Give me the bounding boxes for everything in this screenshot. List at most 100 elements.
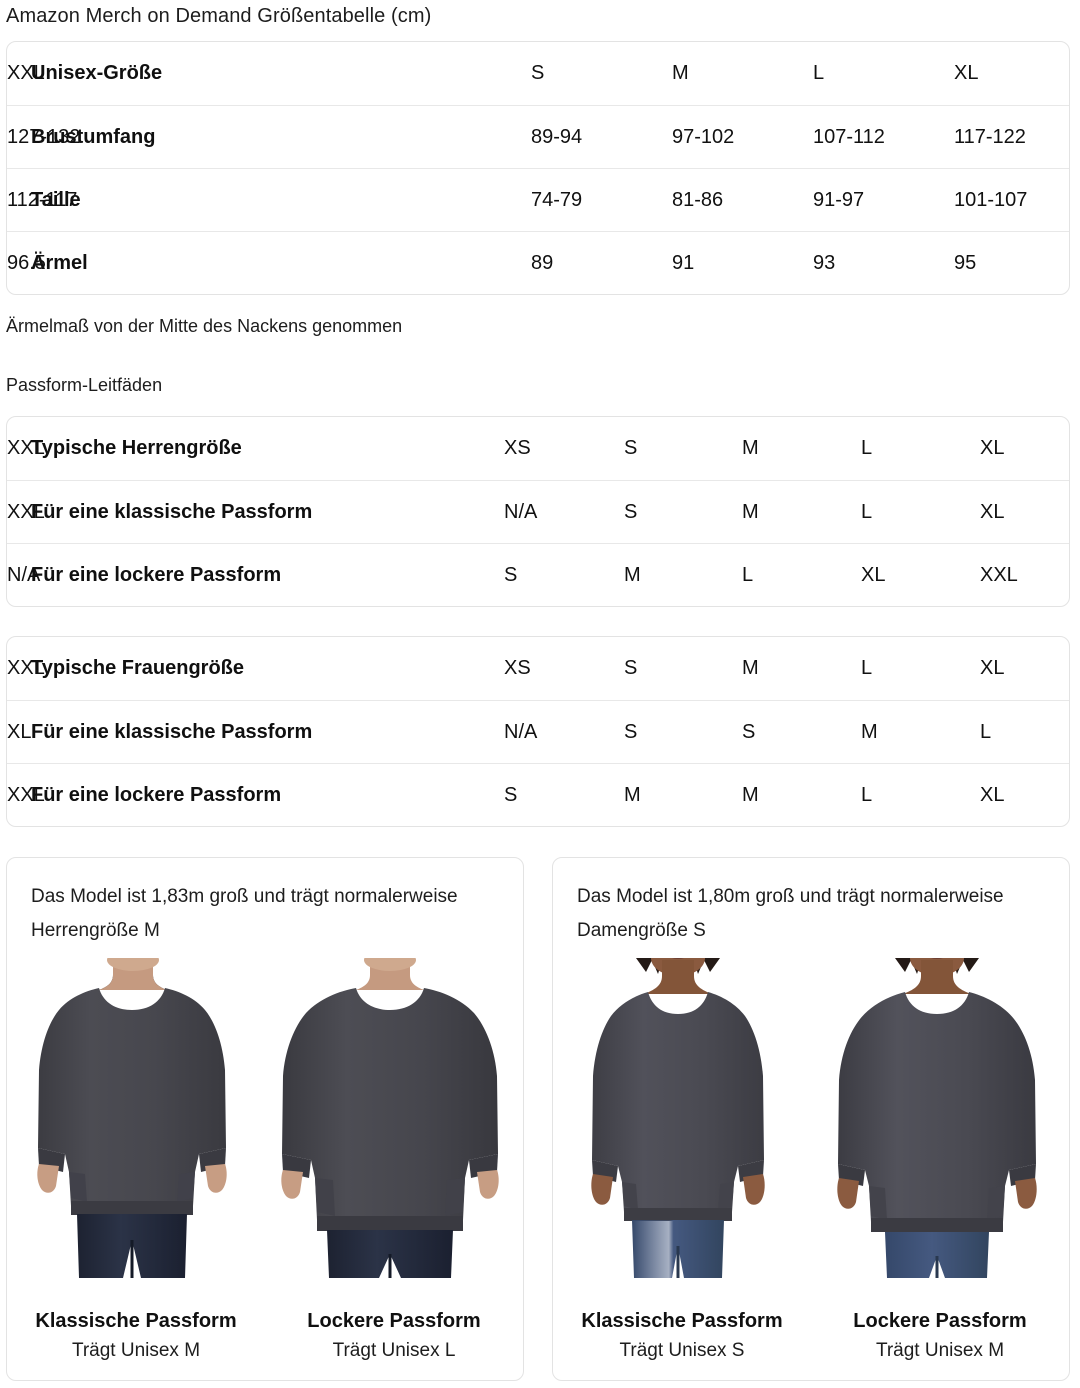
mens-loose-5: XXL bbox=[980, 563, 1018, 586]
row-label-chest: Brustumfang bbox=[31, 125, 156, 148]
table-header-row: Unisex-Größe S M L XL XXL bbox=[7, 42, 1069, 105]
womens-loose-1: S bbox=[504, 783, 518, 806]
womens-classic-5: L bbox=[980, 720, 992, 743]
womens-fit-captions: Klassische Passform Trägt Unisex S Locke… bbox=[553, 1306, 1069, 1366]
sleeve-xxl: 96.5 bbox=[7, 251, 46, 274]
womens-model-caption: Das Model ist 1,80m groß und trägt norma… bbox=[577, 886, 1004, 941]
table-row: Typische Frauengröße XS S M L XL XXL bbox=[7, 637, 1069, 700]
mens-classic-2: S bbox=[624, 500, 638, 523]
fit-title: Klassische Passform bbox=[581, 1310, 783, 1332]
mens-model-figures bbox=[7, 958, 523, 1278]
mens-typical-5: XL bbox=[980, 437, 1005, 459]
waist-m: 81-86 bbox=[672, 188, 724, 211]
womens-loose-4: L bbox=[861, 783, 873, 806]
womens-loose-5: XL bbox=[980, 783, 1005, 806]
womens-fit-guide-table: Typische Frauengröße XS S M L XL XXL Für… bbox=[6, 636, 1070, 827]
fit-title: Lockere Passform bbox=[307, 1310, 481, 1332]
column-header-xl: XL bbox=[954, 62, 979, 84]
table-row: Für eine lockere Passform S M M L XL XXL bbox=[7, 763, 1069, 826]
womens-loose-2: M bbox=[624, 783, 641, 806]
waist-l: 91-97 bbox=[813, 188, 865, 211]
chest-l: 107-112 bbox=[813, 125, 885, 148]
row-label-mens-loose-fit: Für eine lockere Passform bbox=[31, 563, 282, 586]
mens-typical-2: S bbox=[624, 437, 638, 459]
womens-loose-6: XXL bbox=[7, 783, 45, 806]
row-label-womens-classic-fit: Für eine klassische Passform bbox=[31, 720, 313, 743]
mens-loose-2: M bbox=[624, 563, 641, 586]
row-label-womens-loose-fit: Für eine lockere Passform bbox=[31, 783, 282, 806]
fit-subtitle: Trägt Unisex L bbox=[332, 1340, 456, 1361]
sleeve-xl: 95 bbox=[954, 251, 977, 274]
mens-classic-3: M bbox=[742, 500, 759, 523]
table-row: Ärmel 89 91 93 95 96.5 bbox=[7, 231, 1069, 294]
table-row: Für eine klassische Passform N/A S M L X… bbox=[7, 480, 1069, 543]
womens-typical-4: L bbox=[861, 657, 873, 679]
female-model-classic-fit-photo bbox=[578, 958, 778, 1278]
sleeve-m: 91 bbox=[672, 251, 695, 274]
column-header-label: Unisex-Größe bbox=[31, 62, 163, 84]
womens-typical-6: XXL bbox=[7, 657, 45, 679]
sleeve-s: 89 bbox=[531, 251, 554, 274]
sleeve-l: 93 bbox=[813, 251, 836, 274]
mens-typical-1: XS bbox=[504, 437, 531, 459]
mens-classic-5: XL bbox=[980, 500, 1005, 523]
mens-typical-4: L bbox=[861, 437, 873, 459]
mens-model-card: Das Model ist 1,83m groß und trägt norma… bbox=[6, 857, 524, 1381]
row-label-sleeve: Ärmel bbox=[31, 251, 88, 274]
womens-typical-2: S bbox=[624, 657, 638, 679]
column-header-m: M bbox=[672, 62, 689, 84]
womens-classic-fit-caption: Klassische Passform Trägt Unisex S bbox=[553, 1306, 811, 1366]
mens-typical-3: M bbox=[742, 437, 759, 459]
mens-model-caption: Das Model ist 1,83m groß und trägt norma… bbox=[31, 886, 458, 941]
mens-classic-4: L bbox=[861, 500, 873, 523]
mens-loose-4: XL bbox=[861, 563, 886, 586]
womens-classic-2: S bbox=[624, 720, 638, 743]
womens-typical-5: XL bbox=[980, 657, 1005, 679]
female-model-loose-fit-photo bbox=[829, 958, 1044, 1278]
womens-typical-1: XS bbox=[504, 657, 531, 679]
mens-loose-1: S bbox=[504, 563, 518, 586]
chest-m: 97-102 bbox=[672, 125, 735, 148]
mens-classic-6: XXL bbox=[7, 500, 45, 523]
mens-fit-guide-table: Typische Herrengröße XS S M L XL XXL Für… bbox=[6, 416, 1070, 607]
fit-guides-heading: Passform-Leitfäden bbox=[6, 375, 163, 395]
womens-classic-4: M bbox=[861, 720, 878, 743]
fit-subtitle: Trägt Unisex S bbox=[619, 1340, 745, 1361]
chest-xxl: 127-132 bbox=[7, 125, 81, 148]
womens-loose-fit-caption: Lockere Passform Trägt Unisex M bbox=[811, 1306, 1069, 1366]
table-row: Taille 74-79 81-86 91-97 101-107 112-117 bbox=[7, 168, 1069, 231]
waist-xxl: 112-117 bbox=[7, 188, 78, 211]
sleeve-measurement-note: Ärmelmaß von der Mitte des Nackens genom… bbox=[6, 316, 403, 336]
row-label-mens-classic-fit: Für eine klassische Passform bbox=[31, 500, 313, 523]
womens-classic-6: XL bbox=[7, 720, 32, 743]
table-row: Für eine klassische Passform N/A S S M L… bbox=[7, 700, 1069, 763]
womens-model-figures bbox=[553, 958, 1069, 1278]
size-chart-table: Unisex-Größe S M L XL XXL Brustumfang 89… bbox=[6, 41, 1070, 295]
chest-s: 89-94 bbox=[531, 125, 583, 148]
mens-classic-1: N/A bbox=[504, 500, 538, 523]
table-row: Typische Herrengröße XS S M L XL XXL bbox=[7, 417, 1069, 480]
womens-typical-3: M bbox=[742, 657, 759, 679]
row-label-typical-mens-size: Typische Herrengröße bbox=[31, 437, 242, 459]
mens-classic-fit-caption: Klassische Passform Trägt Unisex M bbox=[7, 1306, 265, 1366]
waist-xl: 101-107 bbox=[954, 188, 1028, 211]
waist-s: 74-79 bbox=[531, 188, 583, 211]
fit-subtitle: Trägt Unisex M bbox=[875, 1340, 1005, 1361]
womens-classic-1: N/A bbox=[504, 720, 538, 743]
male-model-loose-fit-photo bbox=[275, 958, 505, 1278]
fit-title: Lockere Passform bbox=[853, 1310, 1027, 1332]
mens-loose-3: L bbox=[742, 563, 754, 586]
mens-typical-6: XXL bbox=[7, 437, 45, 459]
mens-fit-captions: Klassische Passform Trägt Unisex M Locke… bbox=[7, 1306, 523, 1366]
column-header-s: S bbox=[531, 62, 545, 84]
mens-loose-6: N/A bbox=[7, 563, 41, 586]
mens-loose-fit-caption: Lockere Passform Trägt Unisex L bbox=[265, 1306, 523, 1366]
column-header-l: L bbox=[813, 62, 825, 84]
womens-loose-3: M bbox=[742, 783, 759, 806]
womens-classic-3: S bbox=[742, 720, 756, 743]
fit-subtitle: Trägt Unisex M bbox=[71, 1340, 201, 1361]
row-label-waist: Taille bbox=[31, 188, 81, 211]
womens-model-card: Das Model ist 1,80m groß und trägt norma… bbox=[552, 857, 1070, 1381]
page-title: Amazon Merch on Demand Größentabelle (cm… bbox=[6, 5, 432, 27]
table-row: Für eine lockere Passform S M L XL XXL N… bbox=[7, 543, 1069, 606]
